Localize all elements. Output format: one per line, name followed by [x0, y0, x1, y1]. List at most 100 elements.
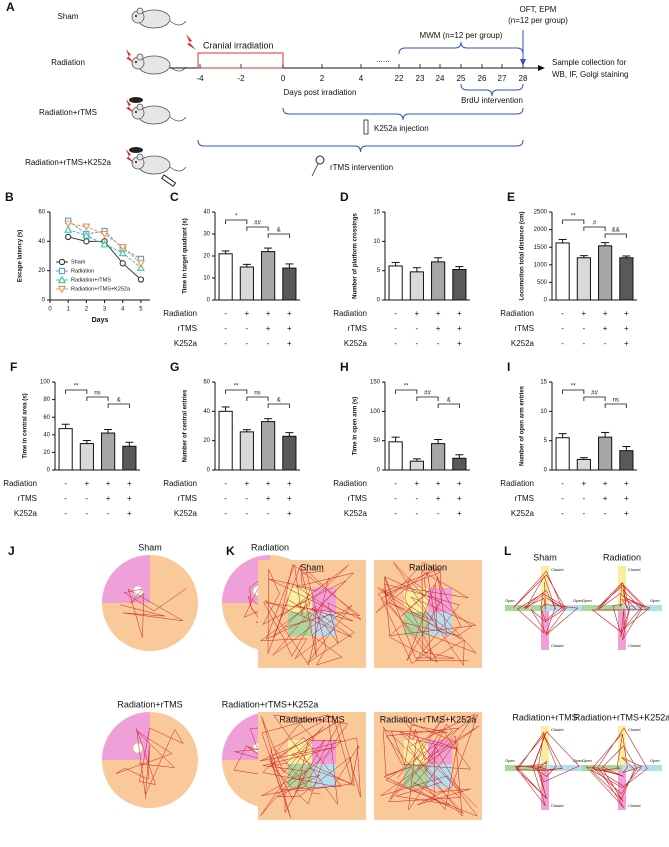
group-sign: + — [287, 509, 292, 518]
group-row-label: K252a — [511, 509, 535, 518]
marker — [83, 238, 90, 245]
group-row-label: K252a — [511, 339, 535, 348]
group-row-label: rTMS — [514, 324, 534, 333]
group-sign: - — [437, 339, 440, 348]
closed-arm — [618, 726, 626, 768]
y-tick-label: 30 — [203, 232, 210, 238]
group-sign: + — [457, 509, 462, 518]
syringe — [161, 174, 177, 188]
group-row-label: K252a — [344, 339, 368, 348]
timeline-tick-label: -2 — [237, 74, 245, 83]
coil — [129, 97, 143, 103]
legend-label: Sham — [71, 259, 86, 265]
arm-label: Closed — [628, 567, 640, 572]
group-sign: - — [64, 494, 67, 503]
y-tick-label: 50 — [373, 438, 380, 444]
mouse-tail — [169, 20, 187, 26]
group-sign: + — [415, 309, 420, 318]
timeline-tick-label: 28 — [519, 74, 528, 83]
y-tick-label: 20 — [43, 450, 50, 456]
track-title: Radiation — [251, 542, 289, 552]
y-axis-label: Time in target quadrant (s) — [183, 218, 189, 294]
group-sign: - — [394, 324, 397, 333]
track-title: Radiation+rTMS — [117, 699, 182, 709]
arm-label: Open — [650, 758, 660, 763]
bar — [261, 251, 276, 301]
y-tick-label: 40 — [43, 432, 50, 438]
zone — [288, 588, 312, 612]
group-sign: - — [224, 479, 227, 488]
timeline-tick-label: 24 — [436, 74, 445, 83]
bar — [619, 257, 634, 301]
y-axis-label: Time in open arm (s) — [353, 397, 359, 456]
group-sign: - — [246, 324, 249, 333]
bar — [101, 432, 116, 471]
arm-label: Open — [582, 758, 592, 763]
sig-label: ns — [613, 398, 619, 404]
track-title: Radiation+rTMS+K252a — [574, 712, 669, 722]
y-tick-label: 20 — [203, 254, 210, 260]
arm-label: Closed — [628, 643, 640, 648]
track — [260, 563, 362, 666]
group-sign: + — [457, 339, 462, 348]
y-tick-label: 5 — [377, 268, 381, 274]
zone — [312, 740, 336, 764]
panel-letter: I — [507, 360, 510, 374]
x-tick-label: 0 — [48, 307, 52, 313]
group-sign: - — [64, 479, 67, 488]
group-sign: - — [224, 494, 227, 503]
brace — [460, 83, 524, 97]
group-sign: + — [624, 324, 629, 333]
sig-bracket — [65, 389, 88, 394]
group-sign: + — [245, 479, 250, 488]
group-row-label: Radiation — [163, 479, 197, 488]
track — [259, 714, 361, 818]
group-sign: + — [287, 479, 292, 488]
annotation: (n=12 per group) — [508, 16, 568, 25]
sig-label: ** — [571, 214, 576, 220]
group-sign: - — [246, 494, 249, 503]
group-sign: + — [582, 479, 587, 488]
marker — [118, 244, 127, 252]
annotation: OFT, EPM — [520, 5, 557, 14]
mouse-ear — [136, 7, 144, 15]
group-row-label: rTMS — [347, 324, 367, 333]
sig-label: & — [447, 398, 451, 404]
group-row-label: K252a — [14, 509, 38, 518]
group-sign: + — [603, 494, 608, 503]
arrow-head — [538, 65, 545, 71]
x-tick-label: 5 — [139, 307, 143, 313]
group-row-label: rTMS — [177, 324, 197, 333]
marker — [137, 276, 145, 283]
group-sign: - — [561, 339, 564, 348]
track — [120, 588, 187, 638]
bar — [409, 460, 424, 471]
y-tick-label: 60 — [43, 415, 50, 421]
y-tick-label: 100 — [370, 409, 381, 415]
group-sign: - — [561, 479, 564, 488]
group-row-label: K252a — [174, 339, 198, 348]
timeline-tick-label: 25 — [457, 74, 466, 83]
group-sign: - — [561, 509, 564, 518]
track-title: Sham — [533, 552, 557, 562]
marker — [64, 225, 73, 233]
open-arm — [622, 765, 662, 771]
panel-letter: G — [170, 360, 179, 374]
group-sign: + — [457, 324, 462, 333]
annotation: BrdU intervention — [461, 96, 523, 105]
group-row-label: rTMS — [17, 494, 37, 503]
group-row-label: Radiation — [333, 309, 367, 318]
group-sign: - — [583, 324, 586, 333]
track — [380, 713, 480, 818]
group-sign: + — [127, 494, 132, 503]
y-tick-label: 15 — [373, 210, 380, 216]
group-sign: - — [604, 509, 607, 518]
marker — [100, 240, 109, 248]
sig-bracket — [107, 403, 130, 408]
group-sign: + — [603, 479, 608, 488]
legend-marker — [57, 275, 67, 284]
track — [513, 570, 579, 636]
bar — [388, 265, 403, 301]
sig-label: ns — [94, 391, 100, 397]
arm-label: Open — [582, 598, 592, 603]
